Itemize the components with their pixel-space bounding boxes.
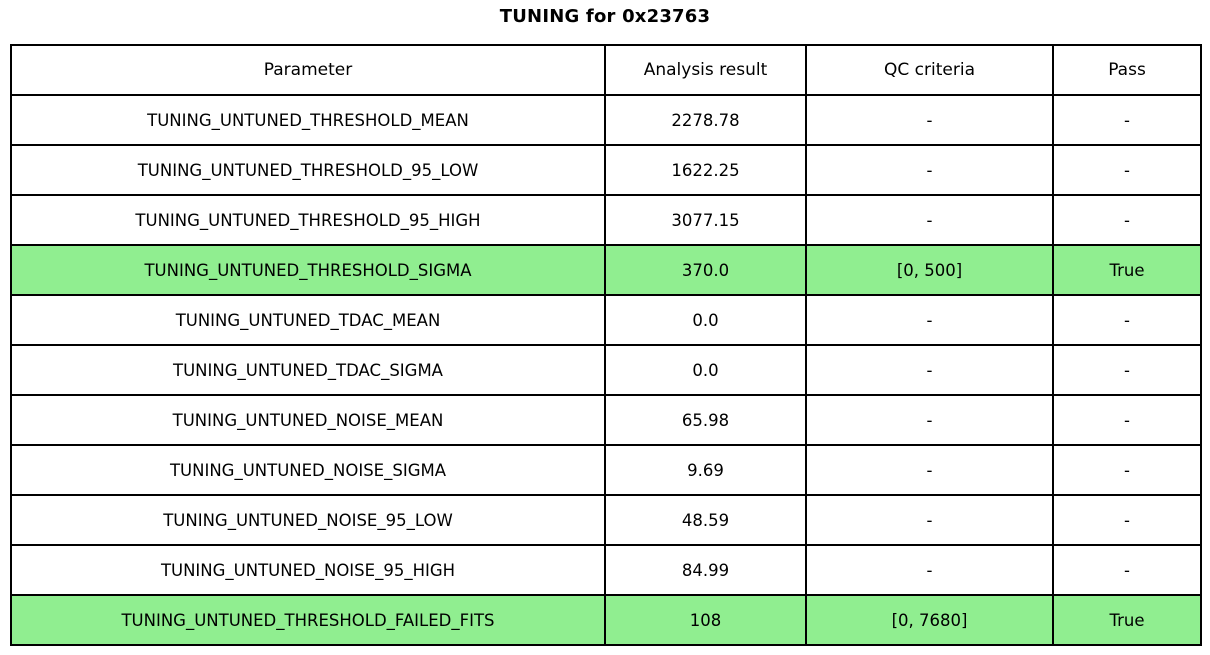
table-row: TUNING_UNTUNED_TDAC_MEAN 0.0- - bbox=[10, 294, 1202, 346]
qc-criteria-cell: - bbox=[805, 194, 1054, 246]
parameter-cell: TUNING_UNTUNED_TDAC_MEAN bbox=[10, 294, 606, 346]
pass-cell: True bbox=[1052, 594, 1202, 646]
table-row: TUNING_UNTUNED_THRESHOLD_FAILED_FITS 108[… bbox=[10, 594, 1202, 646]
column-header-pass: Pass bbox=[1052, 44, 1202, 96]
qc-criteria-cell: - bbox=[805, 344, 1054, 396]
table-row: TUNING_UNTUNED_NOISE_95_HIGH 84.99- - bbox=[10, 544, 1202, 596]
table-row: TUNING_UNTUNED_TDAC_SIGMA 0.0- - bbox=[10, 344, 1202, 396]
parameter-cell: TUNING_UNTUNED_NOISE_95_LOW bbox=[10, 494, 606, 546]
analysis-result-cell: 3077.15 bbox=[604, 194, 807, 246]
parameter-cell: TUNING_UNTUNED_THRESHOLD_MEAN bbox=[10, 94, 606, 146]
qc-criteria-cell: [0, 7680] bbox=[805, 594, 1054, 646]
qc-criteria-cell: - bbox=[805, 94, 1054, 146]
pass-cell: True bbox=[1052, 244, 1202, 296]
column-header-parameter: Parameter bbox=[10, 44, 606, 96]
pass-cell: - bbox=[1052, 194, 1202, 246]
table-row: TUNING_UNTUNED_THRESHOLD_MEAN 2278.78- - bbox=[10, 94, 1202, 146]
table-body: TUNING_UNTUNED_THRESHOLD_MEAN 2278.78- - TU… bbox=[10, 94, 1202, 646]
pass-cell: - bbox=[1052, 94, 1202, 146]
page-title: TUNING for 0x23763 bbox=[499, 6, 711, 27]
pass-cell: - bbox=[1052, 394, 1202, 446]
analysis-result-cell: 1622.25 bbox=[604, 144, 807, 196]
analysis-result-cell: 0.0 bbox=[604, 294, 807, 346]
column-header-qc-criteria: QC criteria bbox=[805, 44, 1054, 96]
table-row: TUNING_UNTUNED_THRESHOLD_SIGMA 370.0 [0, 5… bbox=[10, 244, 1202, 296]
table-row: TUNING_UNTUNED_NOISE_MEAN 65.98- - bbox=[10, 394, 1202, 446]
table-row: TUNING_UNTUNED_NOISE_SIGMA 9.69- - bbox=[10, 444, 1202, 496]
pass-cell: - bbox=[1052, 144, 1202, 196]
analysis-result-cell: 2278.78 bbox=[604, 94, 807, 146]
pass-cell: - bbox=[1052, 294, 1202, 346]
pass-cell: - bbox=[1052, 544, 1202, 596]
analysis-result-cell: 108 bbox=[604, 594, 807, 646]
qc-criteria-cell: - bbox=[805, 144, 1054, 196]
qc-criteria-cell: - bbox=[805, 394, 1054, 446]
pass-cell: - bbox=[1052, 494, 1202, 546]
qc-criteria-cell: - bbox=[805, 294, 1054, 346]
pass-cell: - bbox=[1052, 444, 1202, 496]
pass-cell: - bbox=[1052, 344, 1202, 396]
analysis-result-cell: 9.69 bbox=[604, 444, 807, 496]
analysis-result-cell: 370.0 bbox=[604, 244, 807, 296]
parameter-cell: TUNING_UNTUNED_THRESHOLD_95_LOW bbox=[10, 144, 606, 196]
analysis-result-cell: 0.0 bbox=[604, 344, 807, 396]
qc-criteria-cell: - bbox=[805, 444, 1054, 496]
parameter-cell: TUNING_UNTUNED_NOISE_SIGMA bbox=[10, 444, 606, 496]
analysis-result-cell: 48.59 bbox=[604, 494, 807, 546]
qc-criteria-cell: - bbox=[805, 494, 1054, 546]
parameter-cell: TUNING_UNTUNED_NOISE_95_HIGH bbox=[10, 544, 606, 596]
parameter-cell: TUNING_UNTUNED_TDAC_SIGMA bbox=[10, 344, 606, 396]
analysis-result-cell: 84.99 bbox=[604, 544, 807, 596]
parameter-cell: TUNING_UNTUNED_NOISE_MEAN bbox=[10, 394, 606, 446]
analysis-result-cell: 65.98 bbox=[604, 394, 807, 446]
parameter-cell: TUNING_UNTUNED_THRESHOLD_95_HIGH bbox=[10, 194, 606, 246]
table-header-row: Parameter Analysis result QC criteria Pa… bbox=[10, 44, 1202, 96]
qc-criteria-cell: - bbox=[805, 544, 1054, 596]
parameter-cell: TUNING_UNTUNED_THRESHOLD_FAILED_FITS bbox=[10, 594, 606, 646]
table-row: TUNING_UNTUNED_THRESHOLD_95_LOW 1622.25- - bbox=[10, 144, 1202, 196]
table-row: TUNING_UNTUNED_THRESHOLD_95_HIGH 3077.15-… bbox=[10, 194, 1202, 246]
parameter-cell: TUNING_UNTUNED_THRESHOLD_SIGMA bbox=[10, 244, 606, 296]
table-row: TUNING_UNTUNED_NOISE_95_LOW 48.59- - bbox=[10, 494, 1202, 546]
qc-criteria-cell: [0, 500] bbox=[805, 244, 1054, 296]
column-header-analysis-result: Analysis result bbox=[604, 44, 807, 96]
qc-table: Parameter Analysis result QC criteria Pa… bbox=[10, 44, 1202, 646]
